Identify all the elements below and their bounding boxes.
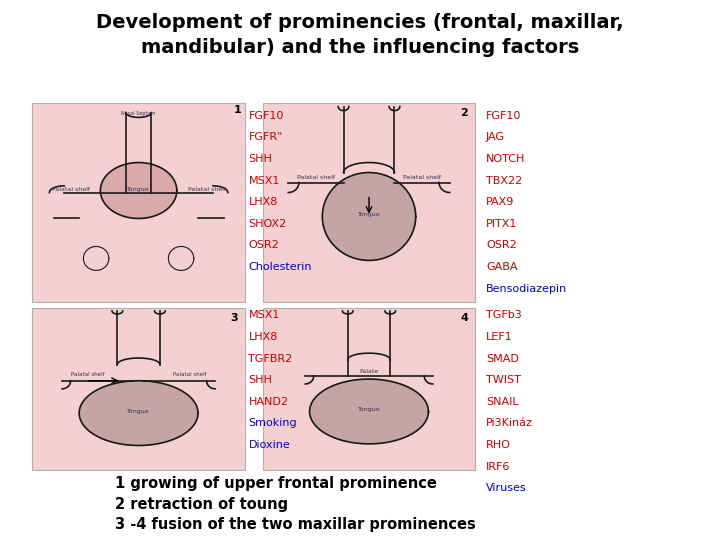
Text: Palatal shelf: Palatal shelf (52, 186, 89, 192)
Text: FGFR": FGFR" (248, 132, 283, 143)
Text: 4: 4 (460, 313, 468, 323)
Text: Dioxine: Dioxine (248, 440, 290, 450)
FancyBboxPatch shape (32, 308, 245, 470)
Text: MSX1: MSX1 (248, 310, 280, 321)
Text: SMAD: SMAD (486, 354, 519, 364)
Text: OSR2: OSR2 (486, 240, 517, 251)
Text: LHX8: LHX8 (248, 197, 278, 207)
Text: Tongue: Tongue (127, 409, 150, 414)
Text: 2 retraction of toung: 2 retraction of toung (115, 497, 288, 512)
Text: Bensodiazepin: Bensodiazepin (486, 284, 567, 294)
Text: Palatal shelf: Palatal shelf (173, 372, 207, 377)
Text: PAX9: PAX9 (486, 197, 514, 207)
Polygon shape (323, 173, 415, 260)
Text: Smoking: Smoking (248, 418, 297, 429)
Text: Cholesterin: Cholesterin (248, 262, 312, 272)
Text: 1 growing of upper frontal prominence: 1 growing of upper frontal prominence (115, 476, 437, 491)
Text: SNAIL: SNAIL (486, 397, 518, 407)
Text: Pi3Kináz: Pi3Kináz (486, 418, 533, 429)
Text: Development of prominencies (frontal, maxillar,: Development of prominencies (frontal, ma… (96, 14, 624, 32)
Text: LHX8: LHX8 (248, 332, 278, 342)
Text: mandibular) and the influencing factors: mandibular) and the influencing factors (141, 38, 579, 57)
Text: TWIST: TWIST (486, 375, 521, 386)
Text: Palatal shelf: Palatal shelf (188, 186, 225, 192)
Text: TGFBR2: TGFBR2 (248, 354, 292, 364)
FancyBboxPatch shape (263, 103, 475, 302)
Text: OSR2: OSR2 (248, 240, 279, 251)
Polygon shape (100, 163, 177, 219)
FancyBboxPatch shape (263, 308, 475, 470)
Text: SHH: SHH (248, 154, 272, 164)
Text: Tongue: Tongue (127, 186, 150, 192)
Text: Viruses: Viruses (486, 483, 526, 494)
Text: 3: 3 (230, 313, 238, 323)
Polygon shape (79, 381, 198, 446)
Text: Palate: Palate (359, 369, 379, 374)
Polygon shape (310, 379, 428, 444)
Text: 2: 2 (460, 108, 468, 118)
Text: Tongue: Tongue (358, 408, 380, 413)
Text: Palatal shelf: Palatal shelf (71, 372, 104, 377)
Text: IRF6: IRF6 (486, 462, 510, 472)
Text: PITX1: PITX1 (486, 219, 518, 229)
Text: NOTCH: NOTCH (486, 154, 526, 164)
FancyBboxPatch shape (32, 103, 245, 302)
Text: FGF10: FGF10 (248, 111, 284, 121)
Text: Nasal Septum: Nasal Septum (122, 111, 156, 116)
Text: RHO: RHO (486, 440, 511, 450)
Text: TBX22: TBX22 (486, 176, 522, 186)
Text: Palatal shelf: Palatal shelf (297, 174, 335, 179)
Text: SHOX2: SHOX2 (248, 219, 287, 229)
Text: MSX1: MSX1 (248, 176, 280, 186)
Text: SHH: SHH (248, 375, 272, 386)
Text: HAND2: HAND2 (248, 397, 289, 407)
Text: 3 -4 fusion of the two maxillar prominences: 3 -4 fusion of the two maxillar prominen… (115, 517, 476, 532)
Text: Palatal shelf: Palatal shelf (403, 174, 441, 179)
Text: GABA: GABA (486, 262, 518, 272)
Text: Tongue: Tongue (358, 212, 380, 218)
Text: FGF10: FGF10 (486, 111, 521, 121)
Text: LEF1: LEF1 (486, 332, 513, 342)
Text: 1: 1 (233, 105, 241, 116)
Text: JAG: JAG (486, 132, 505, 143)
Text: TGFb3: TGFb3 (486, 310, 522, 321)
